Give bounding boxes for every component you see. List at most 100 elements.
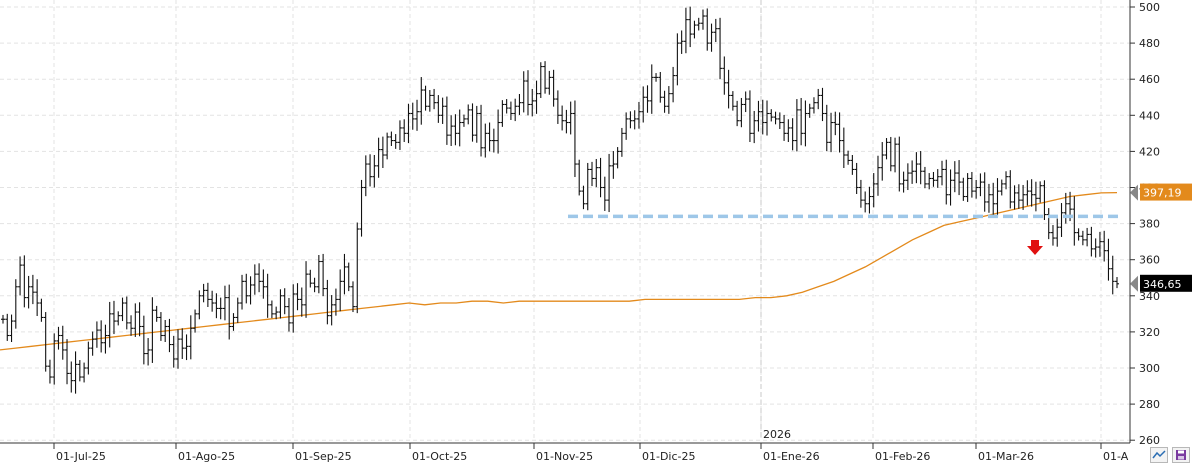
ohlc-bar bbox=[863, 191, 868, 213]
ohlc-bar bbox=[103, 324, 108, 354]
ohlc-bar bbox=[397, 120, 402, 150]
chart-type-button[interactable] bbox=[1150, 447, 1168, 463]
ohlc-bar bbox=[884, 138, 889, 160]
ohlc-bar bbox=[517, 94, 522, 115]
ohlc-bar bbox=[752, 110, 757, 144]
ohlc-bar bbox=[607, 153, 612, 213]
ohlc-bar bbox=[257, 263, 262, 293]
ohlc-bar bbox=[1085, 227, 1090, 247]
ohlc-bar bbox=[986, 183, 991, 213]
ohlc-bar bbox=[60, 325, 65, 360]
ohlc-bar bbox=[77, 360, 82, 382]
ohlc-bar bbox=[743, 91, 748, 113]
ohlc-bar bbox=[632, 110, 637, 130]
ohlc-bar bbox=[1008, 170, 1013, 209]
y-tick-label: 280 bbox=[1139, 398, 1160, 411]
ohlc-bar bbox=[415, 99, 420, 131]
ohlc-bar bbox=[1115, 277, 1119, 289]
ohlc-bar bbox=[65, 339, 70, 385]
ohlc-bar bbox=[5, 313, 10, 341]
ohlc-bar bbox=[654, 73, 659, 82]
ohlc-bar bbox=[197, 290, 202, 320]
line-chart-icon bbox=[1152, 450, 1166, 459]
ohlc-bar bbox=[534, 80, 539, 114]
ohlc-bar bbox=[1089, 226, 1094, 257]
ohlc-bar bbox=[585, 162, 590, 211]
ohlc-bar bbox=[141, 315, 146, 365]
ohlc-bar bbox=[927, 173, 932, 190]
ohlc-bar bbox=[871, 173, 876, 208]
ohlc-bar bbox=[205, 282, 210, 307]
ohlc-bar bbox=[274, 306, 279, 320]
ohlc-bar bbox=[167, 318, 172, 353]
ohlc-bar bbox=[265, 273, 270, 318]
ohlc-bar bbox=[867, 186, 872, 214]
x-tick-label: 01-Dic-25 bbox=[642, 450, 696, 463]
ma-value-badge-bg bbox=[1140, 183, 1192, 201]
ohlc-bar bbox=[291, 284, 296, 333]
ohlc-bar bbox=[978, 173, 983, 197]
ohlc-bar bbox=[372, 155, 377, 188]
last-price-badge: 346,65 bbox=[1130, 274, 1192, 292]
ohlc-bar bbox=[709, 23, 714, 52]
y-tick-label: 420 bbox=[1139, 145, 1160, 158]
ohlc-bar bbox=[30, 274, 35, 305]
ohlc-bar bbox=[479, 104, 484, 157]
ohlc-bar bbox=[901, 171, 906, 193]
ohlc-bar bbox=[858, 179, 863, 208]
ohlc-bar bbox=[662, 90, 667, 113]
ohlc-bar bbox=[1046, 208, 1051, 240]
ohlc-bar bbox=[1102, 230, 1107, 262]
ohlc-bar bbox=[474, 105, 479, 143]
ohlc-bar bbox=[564, 109, 569, 134]
ohlc-bar bbox=[905, 163, 910, 191]
ohlc-bar bbox=[688, 6, 693, 48]
sell-signal-arrow bbox=[1027, 240, 1043, 255]
ohlc-bar bbox=[18, 256, 23, 296]
ohlc-bar bbox=[598, 157, 603, 198]
x-axis-ticks: 01-Jul-25 01-Ago-25 01-Sep-25 01-Oct-25 01-N… bbox=[53, 428, 1129, 463]
ohlc-bar bbox=[1042, 180, 1047, 220]
ohlc-bar bbox=[163, 319, 168, 343]
x-tick-label: 01-Nov-25 bbox=[536, 450, 593, 463]
ohlc-bar bbox=[1059, 203, 1064, 237]
ohlc-bar bbox=[658, 71, 663, 103]
ohlc-bar bbox=[816, 88, 821, 110]
ohlc-bar bbox=[538, 62, 543, 98]
ohlc-bar bbox=[824, 104, 829, 152]
ohlc-bar bbox=[551, 69, 556, 107]
ohlc-bar bbox=[615, 147, 620, 169]
ohlc-bar bbox=[525, 70, 530, 116]
ohlc-bar bbox=[1063, 192, 1068, 224]
ohlc-bar bbox=[555, 90, 560, 124]
ohlc-bar bbox=[56, 326, 61, 350]
y-tick-label: 500 bbox=[1139, 1, 1160, 14]
ohlc-bar bbox=[449, 115, 454, 146]
y-tick-label: 300 bbox=[1139, 362, 1160, 375]
ohlc-bar bbox=[1097, 231, 1102, 257]
ohlc-bar bbox=[760, 99, 765, 135]
ohlc-bar bbox=[1, 314, 5, 324]
ohlc-bar bbox=[470, 103, 475, 142]
ohlc-bar bbox=[645, 85, 650, 113]
ohlc-bar bbox=[295, 283, 300, 311]
ohlc-bar bbox=[201, 283, 206, 303]
ohlc-bar bbox=[641, 86, 646, 123]
ohlc-bar bbox=[244, 273, 249, 304]
ohlc-bar bbox=[850, 155, 855, 175]
ohlc-bar bbox=[624, 112, 629, 140]
ohlc-bar bbox=[1004, 171, 1009, 190]
ohlc-bar bbox=[1012, 185, 1017, 210]
save-button[interactable] bbox=[1172, 447, 1190, 463]
ohlc-bar bbox=[376, 137, 381, 178]
ohlc-bar bbox=[342, 253, 347, 295]
ohlc-bar bbox=[961, 177, 966, 201]
ohlc-bar bbox=[568, 101, 573, 135]
ohlc-bar bbox=[880, 142, 885, 181]
ohlc-bar bbox=[406, 103, 411, 144]
ohlc-bar bbox=[679, 30, 684, 54]
ohlc-bar bbox=[718, 17, 723, 80]
ohlc-bar bbox=[90, 331, 95, 356]
x-tick-label: 01-Ene-26 bbox=[763, 450, 820, 463]
